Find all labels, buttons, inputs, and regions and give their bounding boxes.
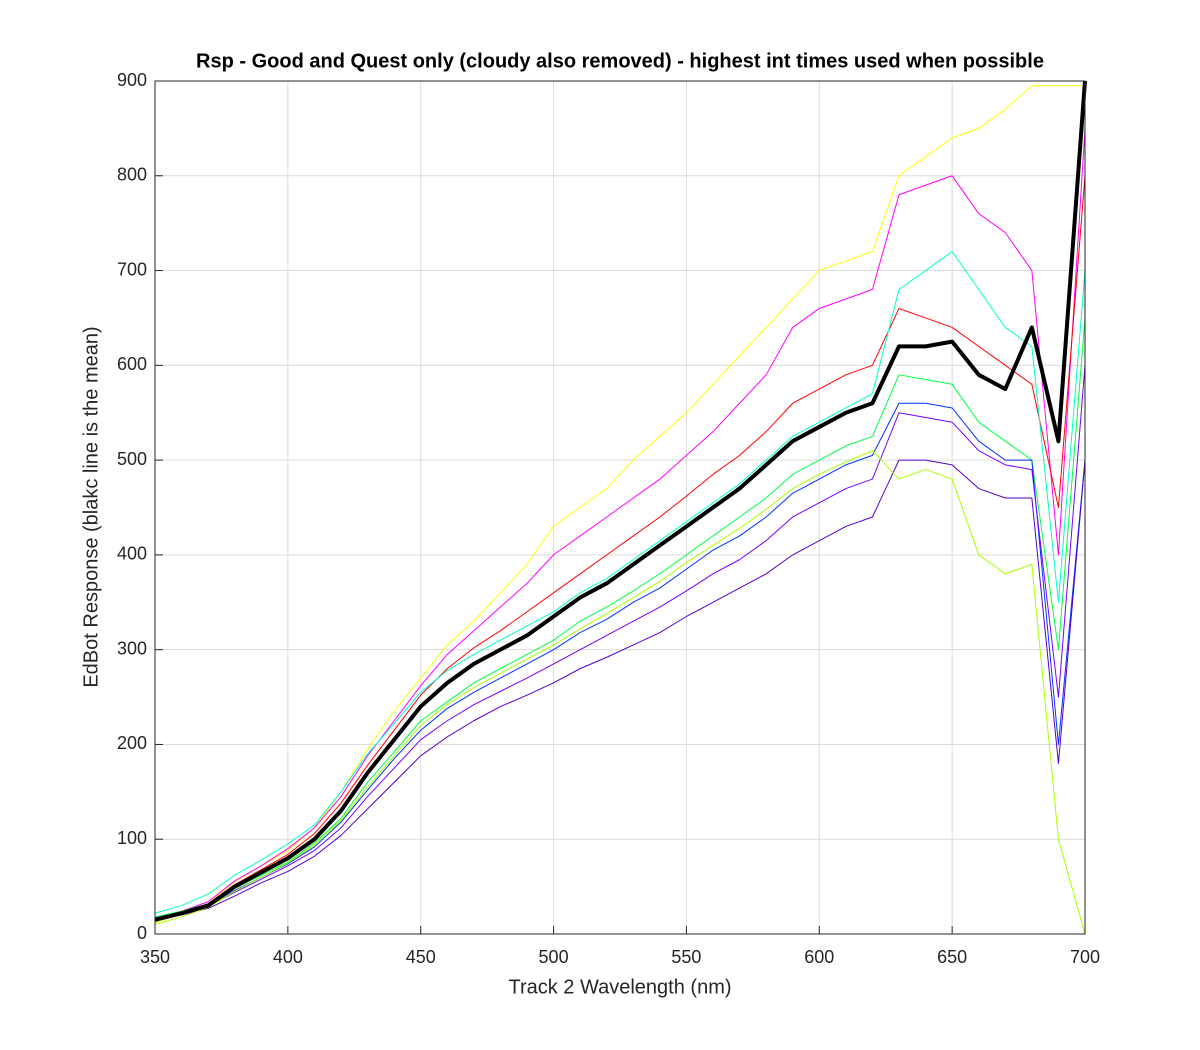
axes-box [154,80,1086,935]
x-tick-label: 600 [804,947,834,967]
y-tick-label: 900 [117,70,147,90]
y-tick-label: 400 [117,544,147,564]
x-tick-label: 500 [539,947,569,967]
y-tick-label: 800 [117,165,147,185]
x-tick-label: 550 [671,947,701,967]
chart-title: Rsp - Good and Quest only (cloudy also r… [196,50,1044,72]
series-line [154,450,1086,935]
y-tick-label: 0 [137,923,147,943]
x-tick-label: 400 [273,947,303,967]
x-tick-label: 650 [937,947,967,967]
series-line [154,317,1086,918]
series-line [154,365,1086,920]
series-line [154,251,1086,914]
x-tick-label: 350 [140,947,170,967]
y-tick-label: 300 [117,638,147,658]
series-line [154,128,1086,922]
y-axis-label: EdBot Response (blakc line is the mean) [80,326,102,687]
x-axis-label: Track 2 Wavelength (nm) [508,976,731,998]
y-tick-label: 200 [117,733,147,753]
x-tick-label: 450 [406,947,436,967]
y-tick-label: 600 [117,354,147,374]
series-line [154,402,1086,919]
y-tick-label: 700 [117,259,147,279]
y-tick-label: 100 [117,828,147,848]
series-line [154,175,1086,921]
series-line [154,80,1087,922]
x-tick-label: 700 [1070,947,1100,967]
series-line [154,459,1086,921]
y-tick-label: 500 [117,449,147,469]
